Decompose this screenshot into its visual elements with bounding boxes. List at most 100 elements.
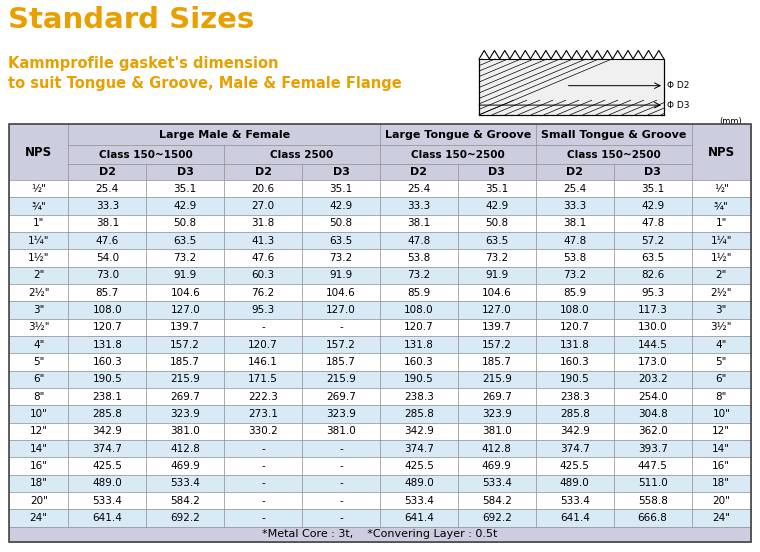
Text: 82.6: 82.6 [641,270,664,280]
Text: 24": 24" [712,513,730,523]
Bar [224,440,302,458]
Bar [302,336,380,353]
Bar [692,492,751,509]
Bar [302,509,380,527]
Bar [9,215,68,232]
Bar [146,458,224,475]
Bar [146,198,224,215]
Bar [614,284,692,301]
Text: 2½": 2½" [711,288,732,298]
Bar [146,232,224,250]
Bar [224,492,302,509]
Text: 18": 18" [30,479,48,489]
Bar [614,198,692,215]
Text: 53.8: 53.8 [563,253,587,263]
Bar [68,336,146,353]
Bar [614,301,692,319]
Bar [224,405,302,423]
Bar [302,267,380,284]
Text: 38.1: 38.1 [563,219,587,229]
Bar [380,371,458,388]
Text: 95.3: 95.3 [252,305,275,315]
Text: 146.1: 146.1 [249,357,278,367]
Bar [380,388,458,405]
Bar [458,371,536,388]
Text: -: - [261,513,265,523]
Text: 18": 18" [712,479,730,489]
Bar [224,509,302,527]
Text: 285.8: 285.8 [93,409,122,419]
Bar [692,440,751,458]
Bar [536,509,614,527]
Bar [536,215,614,232]
Bar [692,180,751,198]
Text: D2: D2 [566,167,583,177]
Text: 215.9: 215.9 [326,374,356,384]
Text: D3: D3 [644,167,661,177]
Bar [380,440,458,458]
Text: 362.0: 362.0 [638,426,667,436]
Text: 3½": 3½" [28,322,49,332]
Text: Large Male & Female: Large Male & Female [159,130,290,140]
Text: 127.0: 127.0 [326,305,356,315]
Text: 469.9: 469.9 [170,461,200,471]
Text: 139.7: 139.7 [170,322,200,332]
Bar [692,405,751,423]
Bar [224,388,302,405]
Bar [146,423,224,440]
Bar [614,509,692,527]
Bar [68,353,146,371]
Text: 1½": 1½" [711,253,732,263]
Text: Standard Sizes: Standard Sizes [8,6,254,34]
Text: 285.8: 285.8 [404,409,434,419]
Bar [380,319,458,336]
Bar [614,215,692,232]
Text: 641.4: 641.4 [560,513,590,523]
Text: 323.9: 323.9 [326,409,356,419]
Bar [9,301,68,319]
Text: 47.8: 47.8 [407,236,431,246]
Bar [68,250,146,267]
Text: 35.1: 35.1 [641,184,664,194]
Text: 33.3: 33.3 [407,201,431,211]
Text: 157.2: 157.2 [482,339,511,349]
Text: 16": 16" [712,461,730,471]
Text: 238.3: 238.3 [404,392,434,402]
Bar [302,319,380,336]
Bar [9,371,68,388]
Text: -: - [261,322,265,332]
Bar [380,250,458,267]
Text: Class 150~2500: Class 150~2500 [411,150,505,160]
Bar [68,284,146,301]
Bar [224,319,302,336]
Text: 412.8: 412.8 [482,444,511,454]
Text: 131.8: 131.8 [404,339,434,349]
Bar [536,267,614,284]
Text: 185.7: 185.7 [482,357,511,367]
Text: -: - [339,496,343,506]
Text: 381.0: 381.0 [170,426,200,436]
Text: 20.6: 20.6 [252,184,274,194]
Bar [536,492,614,509]
Text: 171.5: 171.5 [249,374,278,384]
Bar [68,440,146,458]
Bar [614,458,692,475]
Text: -: - [339,461,343,471]
Text: 1½": 1½" [28,253,49,263]
Text: 533.4: 533.4 [170,479,200,489]
Text: 533.4: 533.4 [560,496,590,506]
Text: 374.7: 374.7 [560,444,590,454]
Text: 330.2: 330.2 [249,426,278,436]
Bar [536,475,614,492]
Bar [68,164,146,180]
Text: 24": 24" [30,513,48,523]
Bar [146,371,224,388]
Bar [224,423,302,440]
Text: 342.9: 342.9 [560,426,590,436]
Bar [302,475,380,492]
Text: 85.9: 85.9 [563,288,587,298]
Text: 73.0: 73.0 [96,270,119,280]
Bar [458,405,536,423]
Bar [68,458,146,475]
Text: 533.4: 533.4 [93,496,122,506]
